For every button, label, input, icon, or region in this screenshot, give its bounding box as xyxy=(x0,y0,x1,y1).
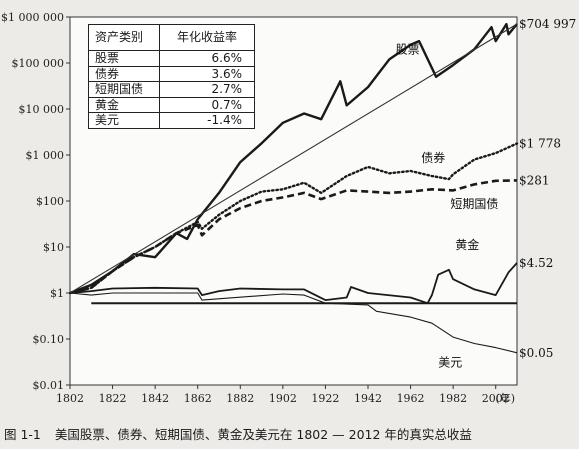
series-label: 股票 xyxy=(396,43,420,57)
x-tick-label: 1962 xyxy=(397,392,425,405)
series-line xyxy=(69,23,518,294)
table-cell-asset: 短期国债 xyxy=(88,81,160,98)
y-tick-label: $0.01 xyxy=(33,379,65,392)
y-tick-label: $1 xyxy=(50,287,64,300)
y-tick-label: $1 000 xyxy=(26,149,65,162)
table-header-return: 年化收益率 xyxy=(159,24,255,51)
returns-table: 资产类别 年化收益率 股票 6.6% 债券 3.6% 短期国债 2.7% 黄金 … xyxy=(88,24,255,129)
figure-caption-text: 美国股票、债券、短期国债、黄金及美元在 1802 — 2012 年的真实总收益 xyxy=(54,427,472,442)
figure-caption: 图 1-1 美国股票、债券、短期国债、黄金及美元在 1802 — 2012 年的真… xyxy=(4,424,575,443)
y-tick-label: $10 000 xyxy=(19,103,65,116)
x-tick-label: 1822 xyxy=(99,392,127,405)
x-tick-label: 1862 xyxy=(184,392,212,405)
end-value-label: $0.05 xyxy=(519,346,553,360)
table-cell-return: 3.6% xyxy=(159,65,255,82)
y-tick-label: $0.10 xyxy=(33,333,65,346)
table-cell-asset: 美元 xyxy=(88,112,160,129)
y-tick-label: $1 000 000 xyxy=(1,11,64,24)
x-tick-label: 1982 xyxy=(439,392,467,405)
table-cell-asset: 债券 xyxy=(88,65,160,82)
figure-number: 图 1-1 xyxy=(4,427,41,442)
table-header-row: 资产类别 年化收益率 xyxy=(88,24,255,51)
table-row: 黄金 0.7% xyxy=(88,96,255,113)
y-tick-label: $100 000 xyxy=(12,57,65,70)
x-tick-label: 1882 xyxy=(226,392,254,405)
series-line xyxy=(69,179,518,295)
x-tick-label: 1802 xyxy=(56,392,84,405)
table-row: 短期国债 2.7% xyxy=(88,81,255,98)
table-cell-return: 6.6% xyxy=(159,50,255,67)
table-row: 美元 -1.4% xyxy=(88,112,255,129)
x-tick-label: 2002 xyxy=(482,392,510,405)
end-value-label: $1 778 xyxy=(519,137,561,151)
x-tick-label: 1842 xyxy=(141,392,169,405)
series-label: 美元 xyxy=(438,356,462,370)
table-cell-asset: 黄金 xyxy=(88,96,160,113)
x-tick-label: 1942 xyxy=(354,392,382,405)
table-header-asset: 资产类别 xyxy=(88,24,160,51)
series-line xyxy=(69,292,518,354)
series-label: 债券 xyxy=(421,150,445,165)
series-label: 黄金 xyxy=(455,237,479,252)
y-tick-label: $100 xyxy=(36,195,64,208)
x-tick-label: 1922 xyxy=(311,392,339,405)
series-line xyxy=(69,262,518,305)
table-row: 股票 6.6% xyxy=(88,50,255,67)
table-cell-return: 0.7% xyxy=(159,96,255,113)
series-line xyxy=(69,22,518,295)
end-value-label: $704 997 xyxy=(519,17,576,31)
table-cell-asset: 股票 xyxy=(88,50,160,67)
x-axis-label: (年) xyxy=(495,391,515,405)
table-cell-return: -1.4% xyxy=(159,112,255,129)
x-tick-label: 1902 xyxy=(269,392,297,405)
y-tick-label: $10 xyxy=(43,241,64,254)
table-cell-return: 2.7% xyxy=(159,81,255,98)
table-row: 债券 3.6% xyxy=(88,65,255,82)
series-label: 短期国债 xyxy=(450,197,498,211)
end-value-label: $4.52 xyxy=(519,256,553,270)
end-value-label: $281 xyxy=(519,173,550,187)
